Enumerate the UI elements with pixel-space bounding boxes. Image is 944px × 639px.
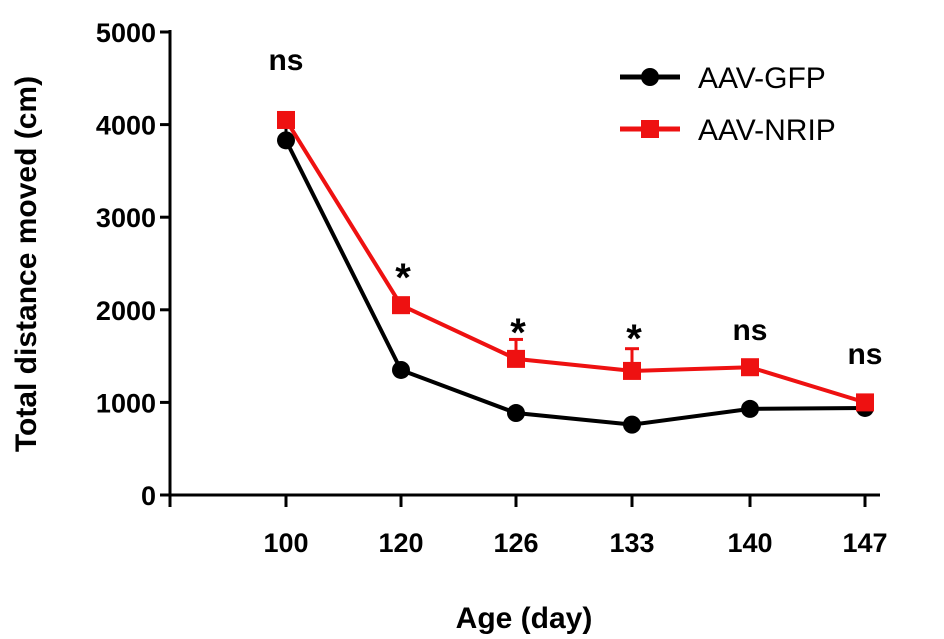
- data-point: [392, 296, 410, 315]
- x-tick-label: 133: [609, 528, 654, 558]
- significance-label: ns: [268, 44, 303, 77]
- data-point: [623, 415, 641, 434]
- legend-label: AAV-NRIP: [698, 114, 836, 147]
- significance-label: *: [395, 256, 411, 300]
- significance-label: *: [510, 311, 526, 355]
- y-tick-label: 5000: [96, 18, 156, 48]
- significance-label: *: [626, 317, 642, 361]
- y-tick-label: 0: [141, 481, 156, 511]
- significance-label: ns: [732, 314, 767, 347]
- legend-label: AAV-GFP: [698, 62, 826, 95]
- y-tick-label: 3000: [96, 203, 156, 233]
- y-tick-label: 2000: [96, 296, 156, 326]
- data-point: [623, 361, 641, 380]
- series-line-AAV-GFP: [284, 139, 866, 427]
- y-tick-label: 4000: [96, 111, 156, 141]
- x-tick-label: 100: [263, 528, 308, 558]
- legend-marker: [641, 120, 659, 138]
- data-point: [277, 110, 295, 129]
- y-tick-label: 1000: [96, 388, 156, 418]
- data-point: [507, 349, 525, 368]
- x-axis-label: Age (day): [456, 602, 593, 635]
- x-tick-label: 147: [842, 528, 887, 558]
- data-point: [507, 404, 525, 423]
- significance-label: ns: [847, 338, 882, 371]
- data-point: [741, 399, 759, 418]
- data-point: [856, 393, 874, 412]
- data-point: [277, 131, 295, 150]
- y-axis-label: Total distance moved (cm): [10, 76, 43, 452]
- x-tick-label: 126: [493, 528, 538, 558]
- data-point: [741, 358, 759, 377]
- series-line-AAV-NRIP: [284, 118, 866, 405]
- x-tick-label: 120: [378, 528, 423, 558]
- x-tick-label: 140: [727, 528, 772, 558]
- legend-marker: [641, 68, 659, 86]
- data-point: [392, 360, 410, 379]
